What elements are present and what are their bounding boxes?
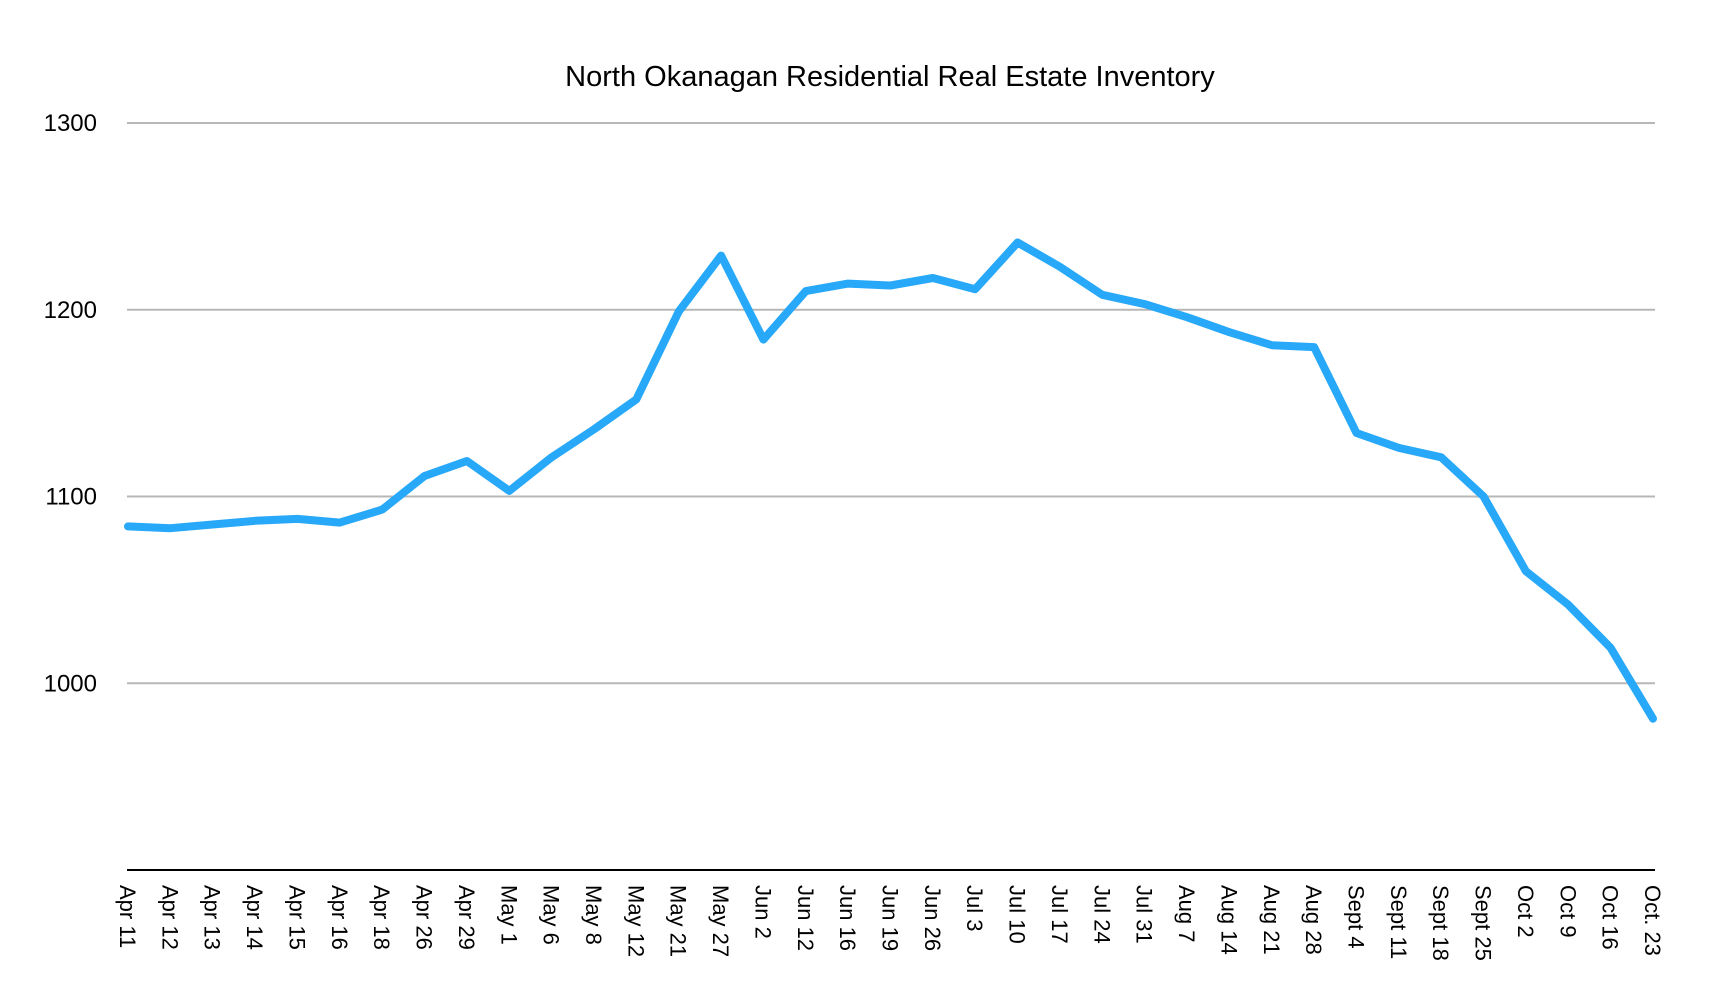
y-tick-label: 1200 (44, 297, 97, 324)
x-tick-label: Apr 13 (200, 885, 225, 950)
x-tick-label: May 1 (496, 885, 521, 945)
gridlines (127, 122, 1655, 685)
x-tick-label: Aug 7 (1174, 885, 1199, 943)
x-tick-label: Jun 16 (835, 885, 860, 951)
x-tick-label: Apr 16 (327, 885, 352, 950)
x-tick-label: Apr 15 (284, 885, 309, 950)
x-tick-label: Sept 18 (1428, 885, 1453, 961)
x-tick-label: Jul 24 (1089, 885, 1114, 944)
x-tick-label: May 12 (623, 885, 648, 957)
x-tick-label: Oct 9 (1555, 885, 1580, 938)
y-tick-label: 1300 (44, 110, 97, 137)
series-layer (124, 238, 1657, 723)
x-tick-label: May 6 (539, 885, 564, 945)
x-tick-label: May 21 (666, 885, 691, 957)
series-line-0 (124, 238, 1657, 723)
y-tick-label: 1000 (44, 670, 97, 697)
x-tick-label: Sept 4 (1343, 885, 1368, 949)
x-tick-label: Apr 18 (369, 885, 394, 950)
y-tick-label: 1100 (45, 484, 97, 511)
x-tick-label: Sept 11 (1386, 885, 1411, 959)
x-tick-label: Jul 17 (1047, 885, 1072, 944)
x-tick-label: Jul 3 (962, 885, 987, 931)
x-tick-label: May 27 (708, 885, 733, 957)
x-tick-label: Jun 2 (750, 885, 775, 939)
x-tick-label: Jul 31 (1132, 885, 1157, 944)
x-tick-label: Jun 19 (878, 885, 903, 951)
x-tick-label: Jun 26 (920, 885, 945, 951)
x-tick-label: Apr 14 (242, 885, 267, 950)
y-axis-ticks: 1000 1100 1200 1300 (44, 110, 97, 697)
x-tick-label: Apr 29 (454, 885, 479, 950)
x-tick-label: Oct 2 (1513, 885, 1538, 938)
x-tick-label: May 8 (581, 885, 606, 945)
x-tick-label: Aug 14 (1216, 885, 1241, 955)
x-tick-label: Oct 16 (1598, 885, 1623, 950)
x-tick-label: Aug 21 (1259, 885, 1284, 955)
x-tick-label: Jun 12 (793, 885, 818, 951)
x-tick-label: Apr 11 (115, 885, 140, 948)
x-tick-label: Oct. 23 (1640, 885, 1665, 956)
x-tick-label: Aug 28 (1301, 885, 1326, 955)
x-tick-label: Jul 10 (1005, 885, 1030, 944)
x-tick-label: Sept 25 (1471, 885, 1496, 961)
x-tick-label: Apr 26 (412, 885, 437, 950)
x-axis-ticks: Apr 11 Apr 12 Apr 13 Apr 14 Apr 15 Apr 16 Apr … (115, 885, 1665, 961)
chart-title: North Okanagan Residential Real Estate I… (565, 61, 1215, 93)
x-tick-label: Apr 12 (157, 885, 182, 950)
